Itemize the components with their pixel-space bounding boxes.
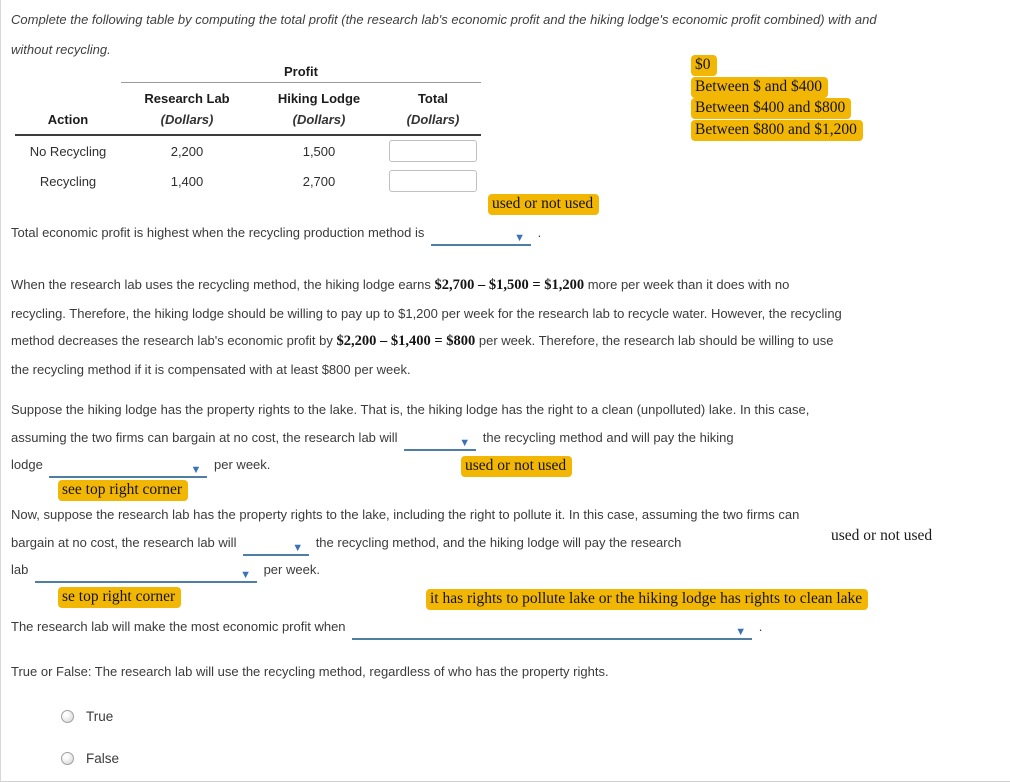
hint-note: Between $400 and $800: [691, 98, 852, 119]
hint-used-or-not-used-1: used or not used: [488, 194, 600, 215]
action-label: No Recycling: [29, 143, 107, 159]
research-lab-will-dropdown[interactable]: ▼: [404, 435, 477, 451]
hint-se-top-right-corner: se top right corner: [58, 587, 182, 608]
hint-used-or-not-used-plain: used or not used: [831, 527, 933, 544]
chevron-down-icon: ▼: [292, 541, 304, 554]
lab-rights-paragraph: Now, suppose the research lab has the pr…: [11, 507, 800, 583]
true-option[interactable]: True: [61, 709, 113, 724]
col-header-research-lab: Research Lab: [144, 90, 230, 106]
hint-note: Between $800 and $1,200: [691, 119, 863, 141]
col-unit-research-lab: (Dollars): [160, 111, 214, 127]
true-false-question: True or False: The research lab will use…: [11, 664, 609, 679]
col-header-total: Total: [417, 90, 449, 106]
lodge-rights-paragraph: Suppose the hiking lodge has the propert…: [11, 402, 810, 478]
hint-see-top-right-corner: see top right corner: [58, 480, 189, 501]
total-recycling-input[interactable]: [389, 170, 477, 192]
research-lab-value: 2,200: [170, 143, 204, 159]
col-header-action: Action: [47, 111, 89, 127]
research-lab-value: 1,400: [170, 173, 204, 189]
col-unit-total: (Dollars): [406, 111, 460, 127]
chevron-down-icon: ▼: [190, 464, 202, 476]
table-row: Recycling 1,400 2,700: [15, 166, 481, 196]
research-lab-will-dropdown-2[interactable]: ▼: [243, 540, 310, 556]
chevron-down-icon: ▼: [735, 626, 747, 638]
most-profit-sentence: The research lab will make the most econ…: [11, 619, 763, 640]
hiking-lodge-value: 2,700: [302, 173, 336, 189]
chevron-down-icon: ▼: [514, 232, 525, 244]
table-row: No Recycling 2,200 1,500: [15, 136, 481, 166]
radio-true-icon[interactable]: [61, 710, 74, 723]
q1-sentence: Total economic profit is highest when th…: [11, 225, 542, 246]
chevron-down-icon: ▼: [459, 436, 471, 449]
hint-note: $0: [691, 55, 717, 76]
chevron-down-icon: ▼: [240, 569, 251, 581]
recycling-method-dropdown[interactable]: ▼: [430, 230, 531, 246]
profit-table: Profit Research Lab Hiking Lodge Total A…: [15, 62, 481, 196]
research-lab-payment-dropdown[interactable]: ▼: [34, 567, 257, 583]
total-no-recycling-input[interactable]: [389, 140, 477, 162]
table-header-rule: [15, 134, 481, 136]
hint-note: Between $ and $400: [691, 76, 828, 98]
most-profit-dropdown[interactable]: ▼: [352, 624, 753, 640]
explanation-paragraph: When the research lab uses the recycling…: [11, 277, 842, 377]
hiking-lodge-value: 1,500: [302, 143, 336, 159]
hiking-lodge-payment-dropdown[interactable]: ▼: [49, 462, 208, 478]
col-unit-hiking-lodge: (Dollars): [292, 111, 346, 127]
hint-property-rights: it has rights to pollute lake or the hik…: [426, 589, 869, 610]
false-option-label: False: [86, 751, 120, 766]
instruction-text: Complete the following table by computin…: [11, 12, 877, 57]
true-option-label: True: [86, 709, 114, 724]
hint-list-top-right: $0 Between $ and $400 Between $400 and $80…: [691, 55, 863, 141]
hint-used-or-not-used-2: used or not used: [461, 456, 573, 477]
action-label: Recycling: [39, 173, 97, 189]
false-option[interactable]: False: [61, 751, 119, 766]
table-group-header: Profit: [121, 64, 481, 83]
radio-false-icon[interactable]: [61, 752, 74, 765]
col-header-hiking-lodge: Hiking Lodge: [277, 90, 361, 106]
